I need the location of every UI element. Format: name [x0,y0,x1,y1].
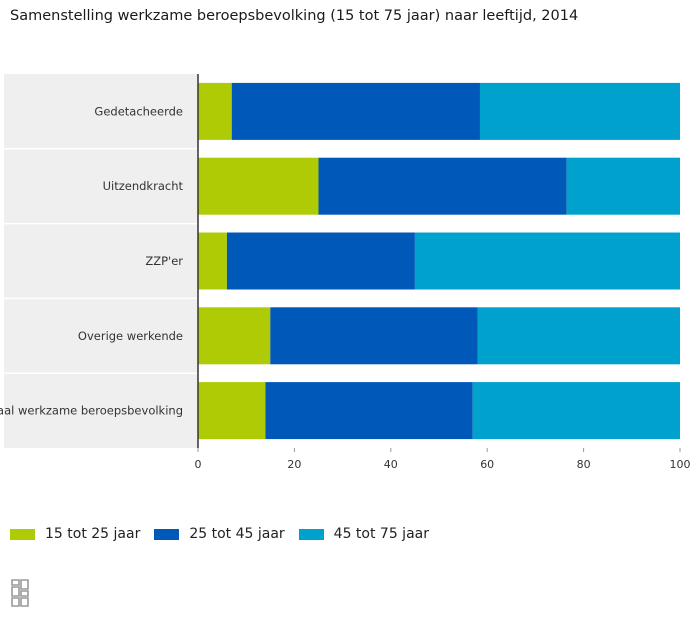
category-labels: Gedetacheerde Uitzendkracht ZZP'er Overige … [0,104,183,417]
bar-segment [198,382,266,440]
bar-segment [414,232,680,290]
legend: 15 tot 25 jaar 25 tot 45 jaar 45 tot 75 … [10,526,443,542]
bars [198,82,680,440]
x-axis-ticks: 0 20 40 60 80 100 [195,448,691,471]
chart-title: Samenstelling werkzame beroepsbevolking … [10,8,579,24]
x-tick-label: 80 [577,458,591,471]
bar-segment [477,307,680,365]
category-label: Uitzendkracht [103,179,184,193]
bar-segment [198,232,227,290]
x-tick-label: 100 [670,458,691,471]
bar-segment [231,82,480,140]
legend-swatch [298,528,324,540]
grid-lines [4,148,680,374]
category-label: Gedetacheerde [94,104,183,118]
bar-segment [226,232,415,290]
bar-segment [198,307,271,365]
legend-swatch [10,528,35,540]
x-tick-label: 40 [384,458,398,471]
legend-swatch [154,528,180,540]
bar-segment [472,382,680,440]
cbs-logo-icon [11,579,29,607]
category-label: ZZP'er [145,254,183,268]
legend-item-15-25: 15 tot 25 jaar [10,526,140,542]
bar-segment [479,82,680,140]
bar-segment [265,382,473,440]
bar-segment [270,307,478,365]
legend-label: 45 tot 75 jaar [333,526,429,542]
legend-item-45-75: 45 tot 75 jaar [298,526,429,542]
category-label-panel [4,74,198,448]
category-label: Overige werkende [78,329,183,343]
legend-label: 25 tot 45 jaar [189,526,285,542]
x-tick-label: 0 [195,458,202,471]
bar-segment [318,157,567,215]
bar-segment [566,157,680,215]
x-tick-label: 20 [287,458,301,471]
legend-item-25-45: 25 tot 45 jaar [154,526,285,542]
stacked-bar-chart: Gedetacheerde Uitzendkracht ZZP'er Overige … [0,74,691,471]
bar-segment [198,82,232,140]
legend-label: 15 tot 25 jaar [45,526,141,542]
bar-segment [198,157,319,215]
category-label: Totaal werkzame beroepsbevolking [0,404,183,418]
x-tick-label: 60 [480,458,494,471]
